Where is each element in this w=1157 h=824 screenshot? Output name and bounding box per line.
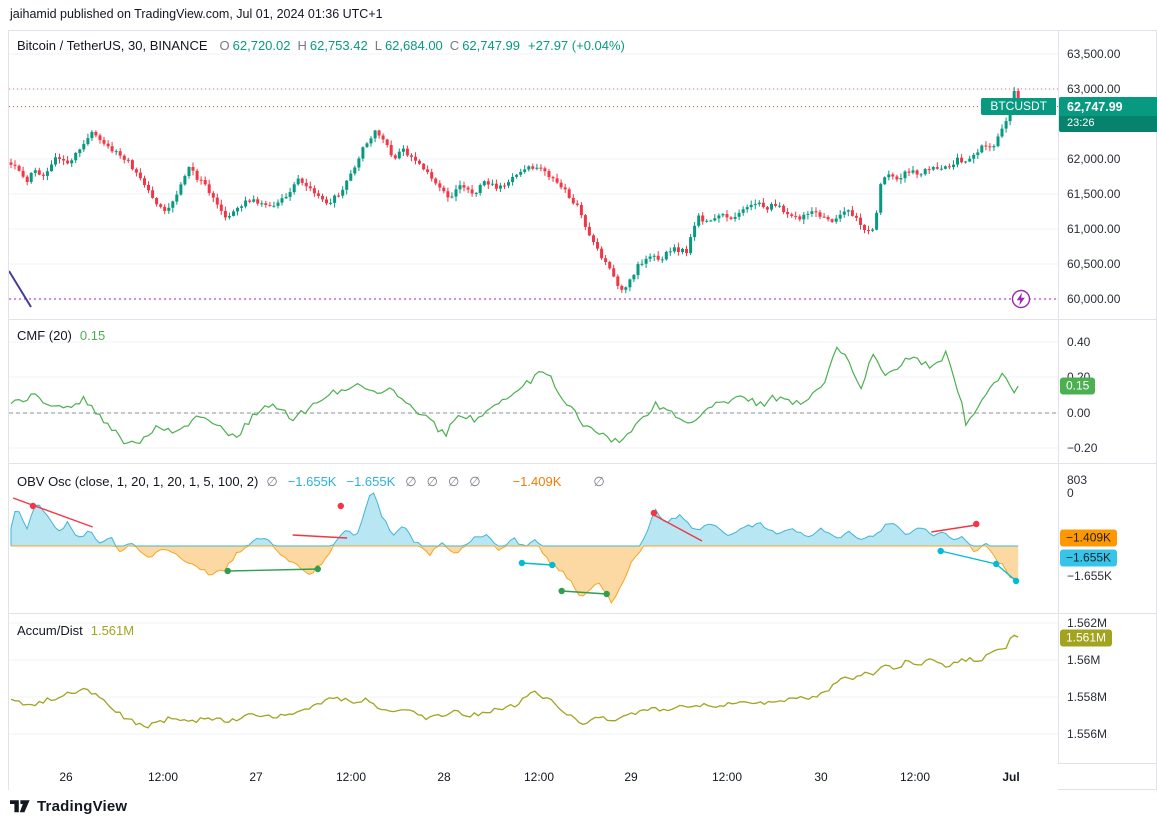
axis-label: 61,500.00	[1067, 187, 1121, 201]
axis-label: 0.40	[1067, 335, 1091, 349]
bar-countdown: 23:26	[1059, 116, 1157, 132]
axis-label: 61,000.00	[1067, 222, 1121, 236]
cmf-value-badge: 0.15	[1060, 377, 1096, 395]
obv-legend-value: ∅	[266, 474, 278, 489]
cmf-legend-title[interactable]: CMF (20)	[17, 328, 72, 343]
axis-label: 1.558M	[1067, 690, 1108, 704]
obv-legend-value: −1.655K	[346, 474, 396, 489]
time-label: 12:00	[335, 770, 367, 784]
obv-legend-value: ∅	[405, 474, 417, 489]
chart-frame: Bitcoin / TetherUS, 30, BINANCE O 62,720.…	[8, 30, 1157, 791]
accum-legend[interactable]: Accum/Dist 1.561M	[17, 623, 134, 638]
pane-separator[interactable]	[9, 463, 1157, 464]
alert-icon[interactable]	[1011, 289, 1031, 309]
lightning-icon	[1016, 292, 1025, 306]
ohlc-value: 62,753.42	[309, 38, 368, 53]
obv-legend-value: −1.655K	[287, 474, 337, 489]
obv-legend-value: ∅	[593, 474, 605, 489]
time-label: Jul	[1002, 770, 1020, 784]
obv-legend-value: ∅	[469, 474, 481, 489]
tradingview-logo-icon	[10, 800, 30, 813]
ohlc-key: C	[449, 38, 460, 53]
obv-legend-value: −1.409K	[512, 474, 562, 489]
time-label: 12:00	[899, 770, 931, 784]
ohlc-key: H	[297, 38, 307, 53]
obv-legend-values: ∅ −1.655K −1.655K ∅ ∅ ∅ ∅ −1.409K ∅	[266, 474, 604, 490]
axis-label: 1.556M	[1067, 727, 1108, 741]
last-price-badge: 62,747.99 23:26	[1059, 97, 1157, 132]
ohlc-value: 62,720.02	[232, 38, 291, 53]
plot-svg	[9, 53, 1058, 735]
publish-line: jaihamid published on TradingView.com, J…	[10, 7, 383, 21]
obv-legend-value: ∅	[447, 474, 460, 489]
price-axis-separator	[1058, 31, 1059, 763]
pane-separator[interactable]	[9, 613, 1157, 614]
tradingview-watermark[interactable]: TradingView	[10, 798, 127, 815]
obv-orange-value-badge: −1.409K	[1060, 529, 1118, 547]
axis-label: 63,000.00	[1067, 82, 1121, 96]
obv-legend[interactable]: OBV Osc (close, 1, 20, 1, 20, 1, 5, 100,…	[17, 474, 605, 490]
axis-label: 1.56M	[1067, 653, 1101, 667]
cmf-legend[interactable]: CMF (20) 0.15	[17, 328, 105, 343]
price-axis[interactable]: 62,747.99 23:26 63,500.00 63,000.00 62,000…	[1059, 31, 1157, 763]
time-label: 29	[624, 770, 638, 784]
obv-legend-title[interactable]: OBV Osc (close, 1, 20, 1, 20, 1, 5, 100,…	[17, 474, 259, 489]
accum-value-badge: 1.561M	[1060, 629, 1113, 647]
axis-label: 803	[1067, 473, 1088, 487]
axis-label: 60,000.00	[1067, 292, 1121, 306]
time-label: 12:00	[711, 770, 743, 784]
change-value: +27.97 (+0.04%)	[528, 38, 625, 53]
gridlines	[9, 53, 1058, 735]
time-axis[interactable]: 26 12:00 27 12:00 28 12:00 29 12:00 30 12:00 Jul	[9, 763, 1058, 791]
price-level-lines	[9, 88, 1058, 300]
candlestick-series	[9, 86, 1020, 294]
axis-label: 0	[1067, 486, 1074, 500]
axis-label: 0.00	[1067, 406, 1091, 420]
ohlc-value: 62,747.99	[462, 38, 521, 53]
time-label: 28	[437, 770, 451, 784]
axis-label: −0.20	[1067, 441, 1098, 455]
cmf-line	[10, 346, 1019, 445]
time-label: 12:00	[147, 770, 179, 784]
obv-area	[10, 492, 1019, 604]
last-price-value: 62,747.99	[1067, 100, 1123, 114]
cmf-legend-value: 0.15	[79, 328, 106, 343]
ohlc-key: L	[374, 38, 382, 53]
axis-label: 62,000.00	[1067, 152, 1121, 166]
main-legend[interactable]: Bitcoin / TetherUS, 30, BINANCE O 62,720.…	[17, 38, 625, 53]
accum-legend-title[interactable]: Accum/Dist	[17, 623, 83, 638]
obv-cyan-value-badge: −1.655K	[1060, 549, 1118, 567]
axis-label: 63,500.00	[1067, 47, 1121, 61]
symbol-price-tag: BTCUSDT	[981, 98, 1056, 115]
time-label: 30	[814, 770, 828, 784]
axis-label: 60,500.00	[1067, 257, 1121, 271]
ohlc-values: O 62,720.02 H 62,753.42 L 62,684.00 C 62,747.99	[216, 38, 521, 53]
axis-label: 1.562M	[1067, 616, 1108, 630]
accum-dist-line	[10, 634, 1019, 729]
tradingview-brand: TradingView	[37, 798, 128, 815]
pane-separator[interactable]	[9, 319, 1157, 320]
accum-legend-value: 1.561M	[90, 623, 135, 638]
trendline	[9, 270, 32, 308]
divergence-markers	[12, 497, 1020, 598]
time-label: 27	[249, 770, 263, 784]
ohlc-value: 62,684.00	[384, 38, 443, 53]
axis-label: −1.655K	[1067, 569, 1113, 583]
obv-legend-value: ∅	[426, 474, 438, 489]
symbol-title[interactable]: Bitcoin / TetherUS, 30, BINANCE	[17, 38, 208, 53]
time-label: 12:00	[523, 770, 555, 784]
ohlc-key: O	[219, 38, 230, 53]
time-label: 26	[59, 770, 73, 784]
